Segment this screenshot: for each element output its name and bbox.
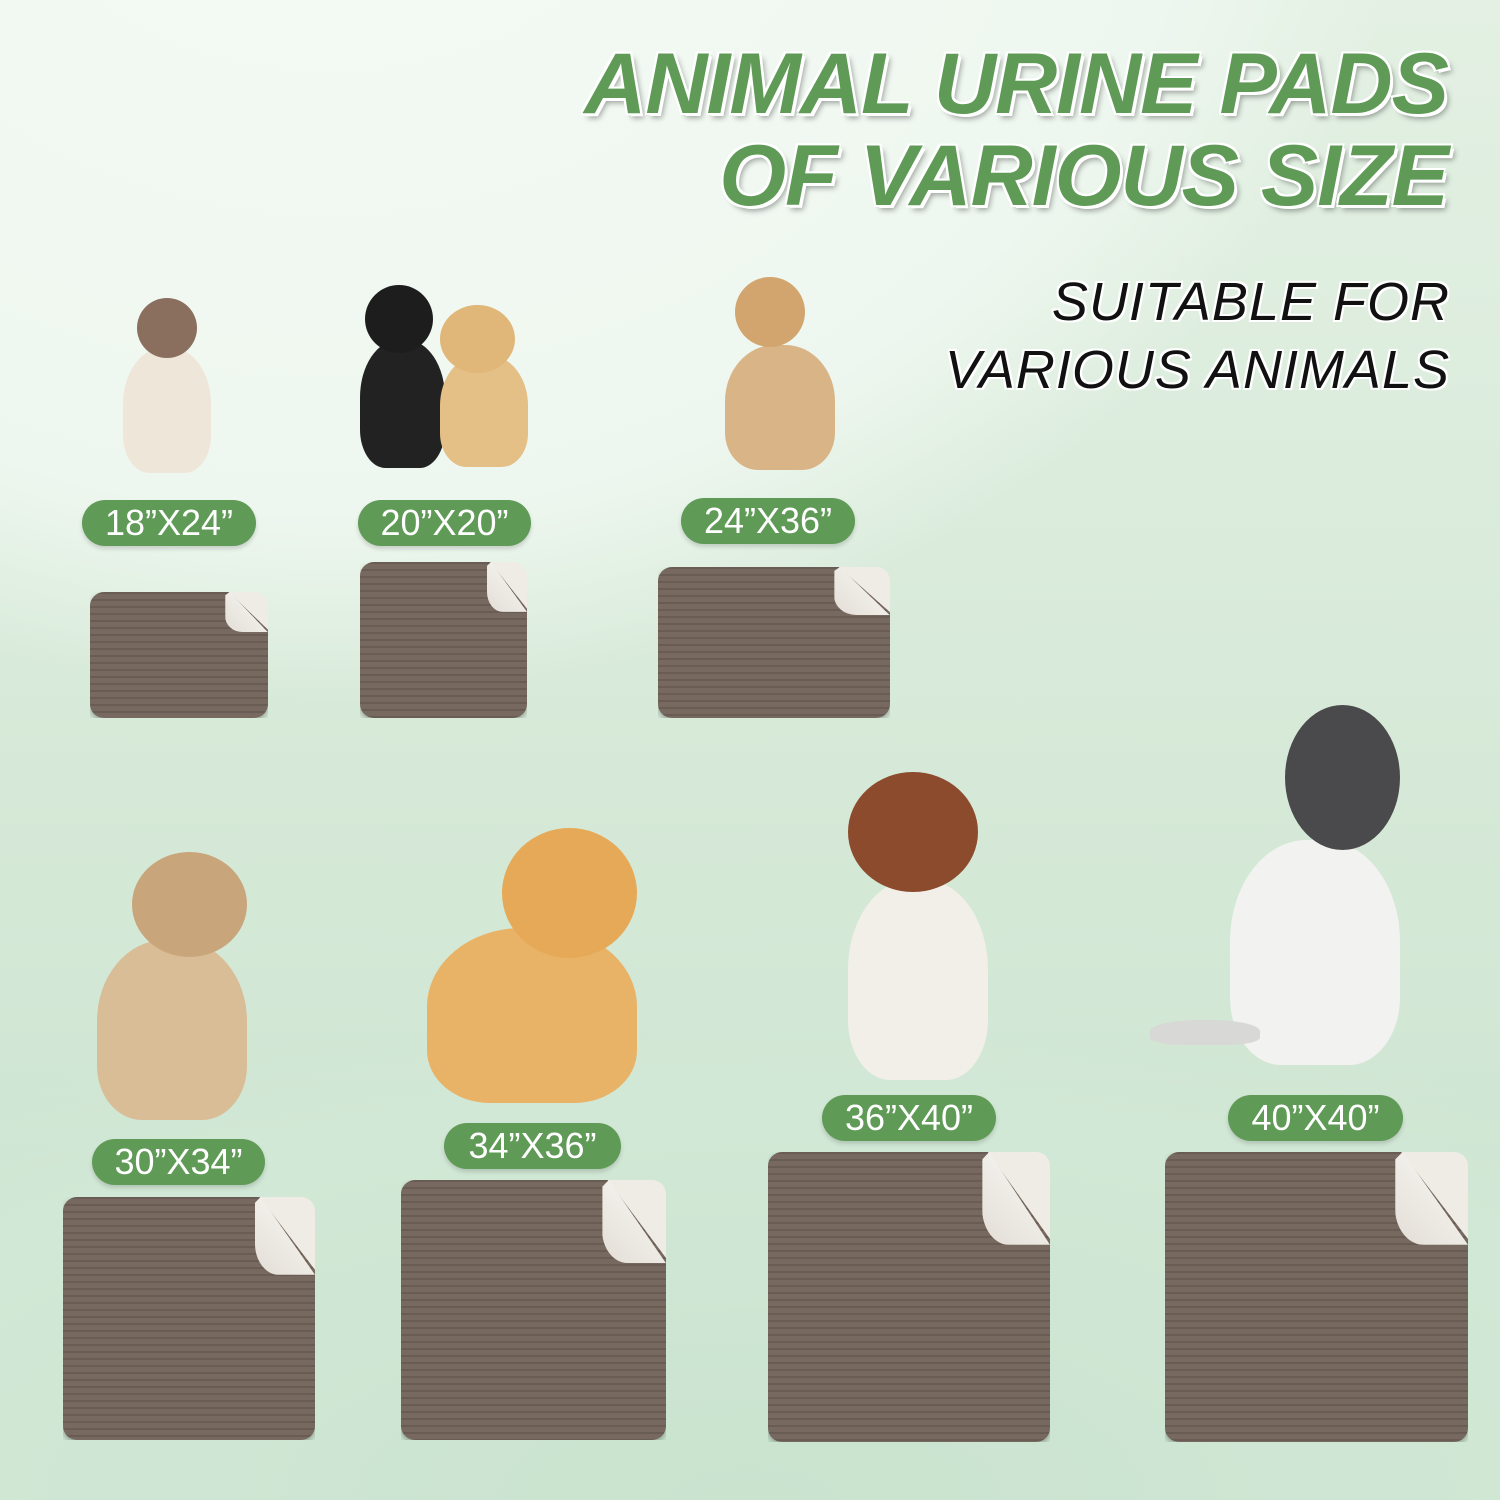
urine-pad-34x36 xyxy=(401,1180,666,1440)
size-label: 24”X36” xyxy=(681,498,855,544)
cat-and-puppy-image xyxy=(355,280,535,470)
size-label: 18”X24” xyxy=(82,500,256,546)
australian-shepherd-image xyxy=(838,770,993,1085)
size-label: 20”X20” xyxy=(358,500,531,546)
subtitle-line-1: SUITABLE FOR xyxy=(1051,272,1450,332)
headline-line-1: ANIMAL URINE PADS xyxy=(584,36,1449,132)
corgi-image xyxy=(422,818,647,1108)
urine-pad-36x40 xyxy=(768,1152,1050,1442)
subtitle-line-2: VARIOUS ANIMALS xyxy=(944,340,1450,400)
siamese-cat-image xyxy=(115,288,215,478)
urine-pad-24x36 xyxy=(658,567,890,718)
urine-pad-40x40 xyxy=(1165,1152,1468,1442)
husky-image xyxy=(1150,700,1410,1070)
headline: ANIMAL URINE PADS OF VARIOUS SIZE xyxy=(584,36,1449,224)
headline-line-2: OF VARIOUS SIZE xyxy=(719,128,1449,224)
urine-pad-30x34 xyxy=(63,1197,315,1440)
size-label: 34”X36” xyxy=(444,1123,621,1169)
tan-dog-image xyxy=(715,275,850,475)
size-label: 40”X40” xyxy=(1228,1095,1403,1141)
subtitle: SUITABLE FOR VARIOUS ANIMALS xyxy=(945,268,1450,404)
urine-pad-20x20 xyxy=(360,562,527,718)
urine-pad-18x24 xyxy=(90,592,268,718)
size-label: 30”X34” xyxy=(92,1139,265,1185)
size-label: 36”X40” xyxy=(822,1095,996,1141)
pug-image xyxy=(92,850,257,1125)
